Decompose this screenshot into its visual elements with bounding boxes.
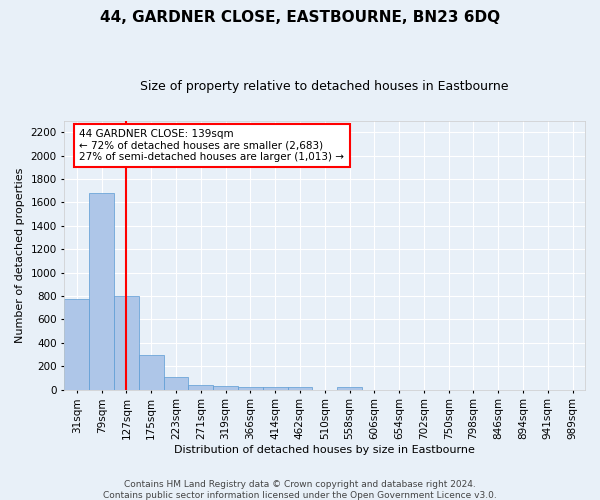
Text: Contains HM Land Registry data © Crown copyright and database right 2024.
Contai: Contains HM Land Registry data © Crown c… [103,480,497,500]
Bar [188,385,213,390]
Text: 44, GARDNER CLOSE, EASTBOURNE, BN23 6DQ: 44, GARDNER CLOSE, EASTBOURNE, BN23 6DQ [100,10,500,25]
Bar [263,388,287,390]
Bar [213,386,238,390]
Y-axis label: Number of detached properties: Number of detached properties [15,168,25,343]
Bar [287,388,313,390]
Bar [139,355,164,390]
X-axis label: Distribution of detached houses by size in Eastbourne: Distribution of detached houses by size … [174,445,475,455]
Bar [164,377,188,390]
Bar [114,296,139,390]
Bar [238,387,263,390]
Bar [337,387,362,390]
Bar [64,299,89,390]
Text: 44 GARDNER CLOSE: 139sqm
← 72% of detached houses are smaller (2,683)
27% of sem: 44 GARDNER CLOSE: 139sqm ← 72% of detach… [79,128,344,162]
Bar [89,193,114,390]
Title: Size of property relative to detached houses in Eastbourne: Size of property relative to detached ho… [140,80,509,93]
